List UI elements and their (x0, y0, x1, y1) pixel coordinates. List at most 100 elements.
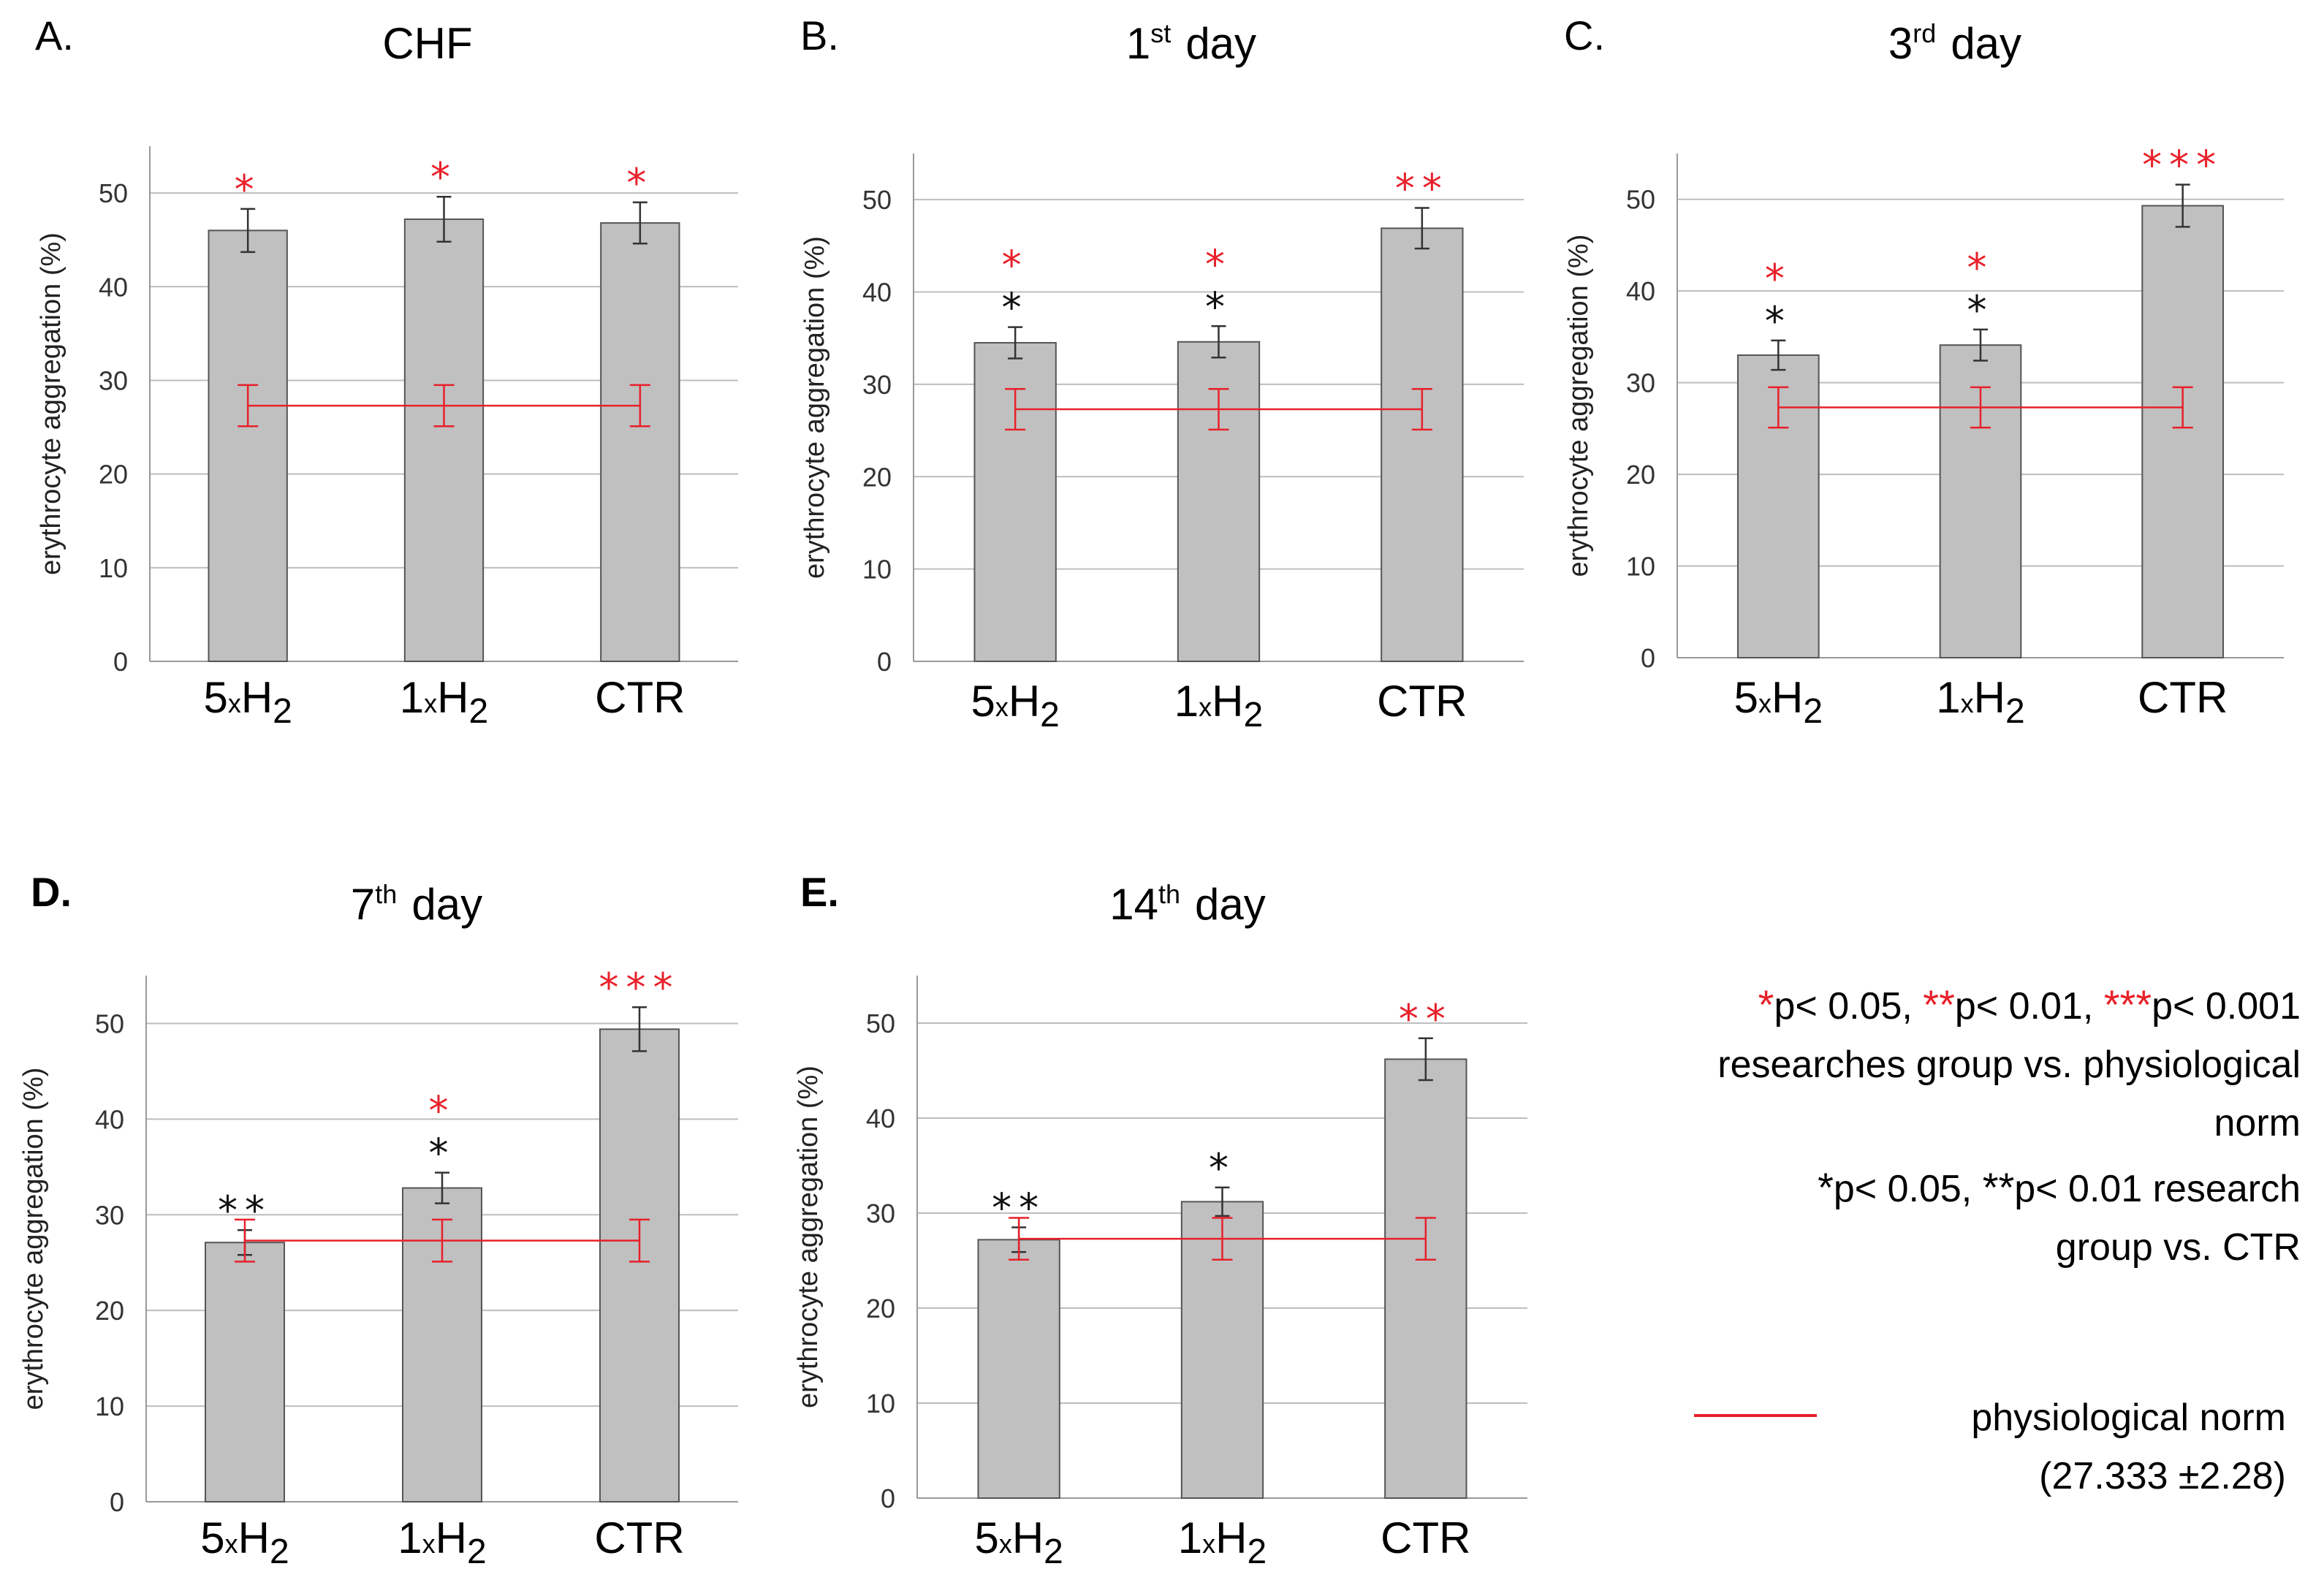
red-significance-star: ** (1395, 166, 1449, 212)
y-tick-label: 0 (881, 1483, 895, 1513)
category-label: 1xH2 (1178, 1513, 1267, 1571)
panel-letter: D. (31, 869, 72, 915)
legend-red-desc-1: researches group vs. physiological (1717, 1044, 2301, 1086)
y-tick-label: 20 (862, 462, 892, 492)
bar (973, 342, 1057, 662)
y-tick-label: 0 (110, 1487, 124, 1517)
y-tick-label: 0 (1641, 643, 1655, 673)
bar (1381, 227, 1464, 662)
category-label: CTR (595, 673, 685, 722)
y-axis-label: erythrocyte aggregation (%) (800, 236, 830, 579)
red-significance-star: ** (1399, 996, 1453, 1042)
chart-title: CHF (382, 19, 472, 68)
chart-panel-1: A. CHF 0 10 20 30 40 50 erythrocyte aggregation … (35, 12, 738, 731)
bar (205, 1242, 285, 1502)
chart-panel-3: C. 3rd day 0 10 20 30 40 50 erythrocyte aggregati… (1563, 12, 2284, 731)
y-tick-label: 50 (95, 1008, 124, 1038)
legend-norm-value: (27.333 ±2.28) (2039, 1455, 2286, 1497)
legend-norm: physiological norm (27.333 ±2.28) (1971, 1388, 2286, 1505)
red-star-2: ** (1923, 981, 1955, 1027)
chart-panel-2: B. 1st day 0 10 20 30 40 50 erythrocyte aggregati… (800, 12, 1524, 734)
y-tick-label: 50 (862, 185, 892, 215)
category-label: CTR (1381, 1513, 1470, 1562)
y-tick-label: 50 (866, 1008, 895, 1038)
y-tick-label: 40 (99, 272, 128, 302)
y-axis-label: erythrocyte aggregation (%) (793, 1065, 824, 1408)
chart-panel-4: D. 7th day 0 10 20 30 40 50 erythrocyte aggregati… (18, 869, 738, 1571)
category-label: 5xH2 (1734, 673, 1823, 731)
red-significance-star: * (429, 1088, 456, 1134)
red-significance-star: * (1205, 241, 1232, 287)
legend-red-significance: *p< 0.05, **p< 0.01, ***p< 0.001 (1758, 981, 2301, 1027)
red-significance-star: *** (599, 965, 680, 1011)
black-significance-star: ** (218, 1188, 272, 1234)
y-tick-label: 30 (866, 1198, 895, 1228)
y-axis-label: erythrocyte aggregation (%) (1563, 235, 1594, 577)
legend: *p< 0.05, **p< 0.01, ***p< 0.001 researc… (1717, 976, 2301, 1277)
red-significance-star: * (1765, 256, 1792, 302)
chart-title: 1st day (1126, 18, 1256, 68)
red-significance-star: *** (2142, 143, 2223, 189)
y-tick-label: 10 (862, 555, 892, 585)
y-tick-label: 40 (95, 1104, 124, 1134)
chart-panel-5: E. 14th day 0 10 20 30 40 50 erythrocyte aggregat… (793, 869, 1527, 1571)
y-tick-label: 40 (862, 278, 892, 308)
legend-norm-label: physiological norm (1971, 1397, 2286, 1439)
black-star-2: ** (1982, 1164, 2015, 1210)
bar (403, 218, 485, 662)
red-star-3: *** (2103, 981, 2152, 1027)
bar (1384, 1058, 1467, 1499)
category-label: 1xH2 (1174, 677, 1263, 734)
black-star-1: * (1818, 1164, 1834, 1210)
y-tick-label: 40 (866, 1103, 895, 1133)
category-label: CTR (2138, 673, 2228, 722)
bar (208, 229, 288, 662)
y-tick-label: 40 (1626, 276, 1655, 306)
y-tick-label: 20 (99, 460, 128, 490)
chart-title: 7th day (351, 879, 482, 929)
panel-letter: B. (800, 12, 839, 58)
y-tick-label: 20 (866, 1293, 895, 1323)
category-label: 5xH2 (971, 677, 1059, 734)
legend-black-significance: *p< 0.05, **p< 0.01 research (1818, 1164, 2301, 1210)
y-axis-label: erythrocyte aggregation (%) (18, 1068, 49, 1410)
red-significance-star: * (430, 154, 457, 200)
panel-letter: A. (35, 12, 74, 58)
black-significance-star: * (1209, 1145, 1236, 1191)
black-significance-star: * (1002, 285, 1029, 331)
y-tick-label: 50 (1626, 185, 1655, 215)
legend-norm-line (1694, 1414, 1817, 1417)
black-significance-star: * (1967, 287, 1994, 333)
y-tick-label: 0 (113, 647, 128, 677)
y-tick-label: 0 (877, 647, 892, 677)
y-tick-label: 30 (862, 370, 892, 400)
red-star-1: * (1758, 981, 1774, 1027)
bar (599, 1028, 680, 1502)
chart-title: 14th day (1109, 879, 1266, 929)
category-label: 1xH2 (400, 673, 488, 731)
legend-red-desc-2: norm (2214, 1102, 2301, 1144)
bar (600, 222, 680, 663)
y-tick-label: 30 (1626, 368, 1655, 398)
black-significance-star: * (1205, 284, 1232, 330)
y-tick-label: 20 (95, 1296, 124, 1326)
y-tick-label: 10 (866, 1388, 895, 1418)
black-significance-star: * (1765, 298, 1792, 344)
category-label: 1xH2 (398, 1513, 486, 1571)
legend-black-desc: group vs. CTR (2055, 1226, 2301, 1269)
y-axis-label: erythrocyte aggregation (%) (36, 232, 67, 575)
chart-title: 3rd day (1888, 18, 2021, 68)
category-label: 1xH2 (1936, 673, 2024, 731)
y-tick-label: 30 (95, 1200, 124, 1230)
black-significance-star: ** (992, 1185, 1046, 1231)
black-significance-star: * (429, 1131, 456, 1177)
y-tick-label: 10 (1626, 552, 1655, 582)
y-tick-label: 30 (99, 365, 128, 395)
red-significance-star: * (235, 167, 262, 213)
bar (2141, 205, 2224, 658)
y-tick-label: 20 (1626, 460, 1655, 490)
bar (977, 1239, 1060, 1500)
category-label: 5xH2 (200, 1513, 289, 1571)
y-tick-label: 10 (99, 553, 128, 583)
